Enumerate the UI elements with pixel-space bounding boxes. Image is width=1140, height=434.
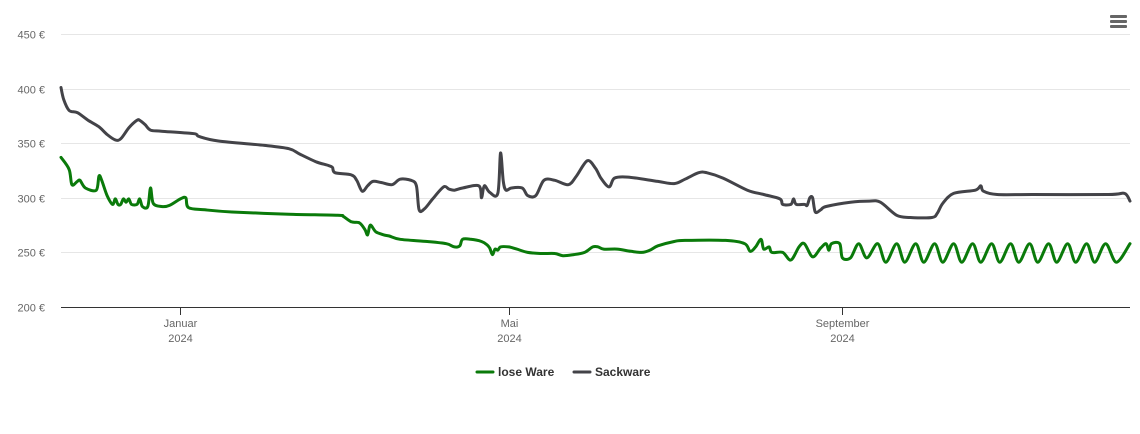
y-tick-label: 200 € <box>17 303 45 315</box>
hamburger-menu-icon[interactable] <box>1106 10 1132 34</box>
legend-label: Sackware <box>595 365 651 379</box>
y-axis: 200 € 250 € 300 € 350 € 400 € 450 € <box>17 30 45 315</box>
grid-lines <box>61 34 1130 253</box>
series-line-lose-ware <box>59 155 1132 264</box>
x-tick-label-year: 2024 <box>168 333 192 345</box>
y-tick-label: 250 € <box>17 248 45 260</box>
x-tick-label-month: Januar <box>164 318 198 330</box>
x-tick-label-month: Mai <box>501 318 519 330</box>
series-line-sackware <box>59 86 1132 220</box>
legend-label: lose Ware <box>498 365 555 379</box>
x-tick-label-month: September <box>816 318 870 330</box>
x-axis: Januar 2024 Mai 2024 September 2024 <box>61 307 1130 345</box>
y-tick-label: 350 € <box>17 139 45 151</box>
legend[interactable]: lose Ware Sackware <box>475 365 651 379</box>
x-tick-label-year: 2024 <box>830 333 854 345</box>
y-tick-label: 450 € <box>17 30 45 42</box>
series-lines <box>59 86 1132 264</box>
legend-item-lose-ware[interactable]: lose Ware <box>475 365 555 379</box>
legend-item-sackware[interactable]: Sackware <box>572 365 651 379</box>
x-tick-label-year: 2024 <box>497 333 521 345</box>
y-tick-label: 400 € <box>17 85 45 97</box>
y-tick-label: 300 € <box>17 194 45 206</box>
